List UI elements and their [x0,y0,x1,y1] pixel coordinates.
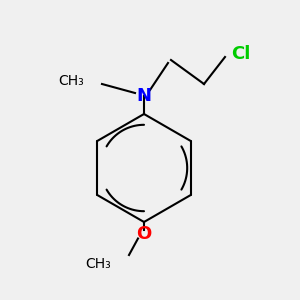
Text: CH₃: CH₃ [58,74,84,88]
Text: CH₃: CH₃ [85,257,111,271]
Text: N: N [136,87,152,105]
Text: O: O [136,225,152,243]
Text: Cl: Cl [231,45,250,63]
